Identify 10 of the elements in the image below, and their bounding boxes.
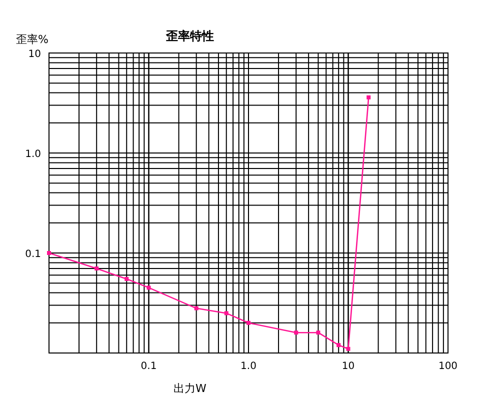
title: 歪率特性 [166, 29, 214, 43]
xlabel: 出力W [174, 382, 206, 395]
ytick: 1.0 [25, 149, 41, 160]
xtick: 100 [438, 361, 458, 372]
xtick: 1.0 [240, 361, 256, 372]
ytick: 0.1 [25, 249, 41, 260]
ytick: 10 [28, 49, 41, 60]
xtick: 10 [342, 361, 355, 372]
ylabel: 歪率% [16, 33, 48, 46]
xtick: 0.1 [140, 361, 157, 372]
